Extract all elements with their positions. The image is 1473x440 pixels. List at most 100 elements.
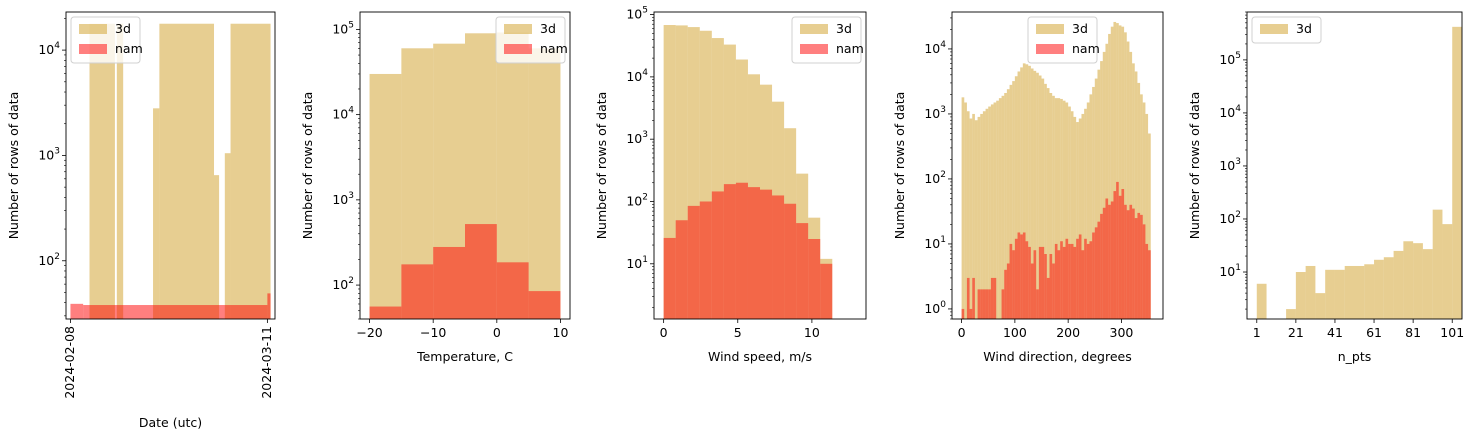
bar-nam-61 xyxy=(1124,204,1127,319)
bar-nam-12 xyxy=(808,239,821,319)
bar-3d-11 xyxy=(990,104,994,319)
bar-3d-48 xyxy=(1089,94,1093,319)
bar-nam-3 xyxy=(969,308,973,319)
y-tick-label: 104 xyxy=(38,41,60,57)
bar-nam-0 xyxy=(961,308,965,319)
x-tick-label: 0 xyxy=(493,325,501,340)
bar-nam-68 xyxy=(1142,224,1146,319)
legend-label-3d: 3d xyxy=(836,21,852,36)
x-axis-label: Temperature, C xyxy=(416,349,513,364)
bar-nam-56 xyxy=(1110,201,1114,319)
axes-frame xyxy=(1246,11,1463,320)
bar-3d-13 xyxy=(1383,257,1394,319)
y-tick-label: 102 xyxy=(38,251,60,267)
series-nam xyxy=(369,224,561,319)
bar-nam-47 xyxy=(1086,243,1090,319)
bar-3d-65 xyxy=(1134,71,1138,319)
y-axis: 101 102 103 104 105 xyxy=(1219,11,1247,310)
bar-nam-27 xyxy=(1033,250,1037,319)
bar-3d-2 xyxy=(153,108,160,319)
bar-nam-62 xyxy=(1126,210,1130,319)
x-tick-label: 300 xyxy=(1110,325,1134,340)
bar-nam-4 xyxy=(972,277,975,319)
bar-nam-21 xyxy=(1017,232,1021,319)
bar-nam-54 xyxy=(1105,198,1109,319)
bar-nam-10 xyxy=(784,203,797,319)
bar-3d-39 xyxy=(1065,102,1069,319)
y-tick-label: 100 xyxy=(924,299,946,315)
bar-nam-20 xyxy=(1014,238,1018,319)
bar-nam-25 xyxy=(1028,246,1031,319)
bar-3d-7 xyxy=(1325,269,1335,319)
bar-nam-65 xyxy=(1134,218,1138,319)
x-tick-label: −10 xyxy=(420,325,446,340)
bar-nam-37 xyxy=(1060,241,1063,319)
plot-area xyxy=(663,25,833,319)
bar-3d-30 xyxy=(1041,78,1045,319)
x-tick-label: 81 xyxy=(1405,325,1421,340)
bar-3d-37 xyxy=(1060,98,1063,319)
bar-nam-1 xyxy=(401,264,434,319)
bar-3d-49 xyxy=(1092,86,1095,319)
bar-nam-0 xyxy=(369,306,402,319)
bar-nam-33 xyxy=(1049,254,1053,319)
bar-nam-59 xyxy=(1118,195,1122,319)
bar-nam-22 xyxy=(1020,234,1023,319)
bar-3d-69 xyxy=(1145,113,1149,319)
bar-nam-2 xyxy=(687,205,700,319)
y-tick-label: 103 xyxy=(1219,156,1241,172)
bar-nam-57 xyxy=(1113,191,1117,319)
series-nam xyxy=(663,182,833,319)
x-tick-label: 100 xyxy=(1003,325,1027,340)
bar-3d-31 xyxy=(1044,83,1047,319)
bar-3d-1 xyxy=(116,23,124,319)
bar-3d-63 xyxy=(1129,51,1133,319)
y-tick-label: 105 xyxy=(626,5,648,21)
y-tick-label: 104 xyxy=(626,67,648,83)
bar-nam-6 xyxy=(977,289,981,319)
bar-3d-53 xyxy=(1102,51,1106,319)
x-axis-label: Wind direction, degrees xyxy=(983,349,1131,364)
bar-3d-3 xyxy=(1286,309,1296,319)
bar-nam-18 xyxy=(1009,243,1013,319)
x-tick-label: 1 xyxy=(1253,325,1261,340)
bar-nam-45 xyxy=(1081,250,1085,319)
bar-3d-40 xyxy=(1068,106,1071,319)
bar-nam-70 xyxy=(1148,250,1151,319)
x-axis: 0 5 10 xyxy=(660,319,820,340)
bar-nam-10 xyxy=(988,289,991,319)
legend: 3d xyxy=(1251,16,1322,44)
bar-nam-7 xyxy=(980,289,983,319)
legend-swatch-3d xyxy=(1260,24,1288,34)
bar-3d-58 xyxy=(1116,23,1119,319)
axes-frame xyxy=(359,11,571,320)
bar-nam-46 xyxy=(1084,238,1087,319)
bar-3d-0 xyxy=(89,23,115,319)
bar-nam-19 xyxy=(1012,250,1015,319)
y-tick-label: 101 xyxy=(1219,263,1241,279)
chart-2: 102 103 104 105 −20 −10 0 10 Temperature, C Numbe… xyxy=(300,11,571,364)
bar-3d-67 xyxy=(1140,94,1143,319)
bar-3d-50 xyxy=(1094,78,1098,319)
x-tick-label: 0 xyxy=(958,325,966,340)
legend-swatch-nam xyxy=(79,44,107,54)
bar-nam-7 xyxy=(747,187,760,319)
y-tick-label: 101 xyxy=(924,234,946,250)
bar-nam-6 xyxy=(735,182,748,319)
bar-nam-38 xyxy=(1062,246,1066,319)
y-axis-label: Number of rows of data xyxy=(300,92,315,240)
bar-3d-51 xyxy=(1097,69,1101,319)
bar-nam-36 xyxy=(1057,250,1061,319)
chart-3: 101 102 103 104 105 0 5 10 Wind speed, m/s Number… xyxy=(594,5,867,364)
bar-3d-28 xyxy=(1036,72,1039,319)
bar-3d-16 xyxy=(1004,92,1007,319)
x-tick-label: 2024-03-11 xyxy=(259,326,274,399)
bar-3d-19 xyxy=(1442,224,1453,319)
x-axis-label: n_pts xyxy=(1338,349,1372,364)
y-tick-label: 105 xyxy=(332,20,354,36)
series-nam xyxy=(70,293,271,319)
bar-nam-8 xyxy=(982,289,986,319)
bar-3d-12 xyxy=(993,102,997,319)
x-axis-label: Date (utc) xyxy=(139,415,202,430)
